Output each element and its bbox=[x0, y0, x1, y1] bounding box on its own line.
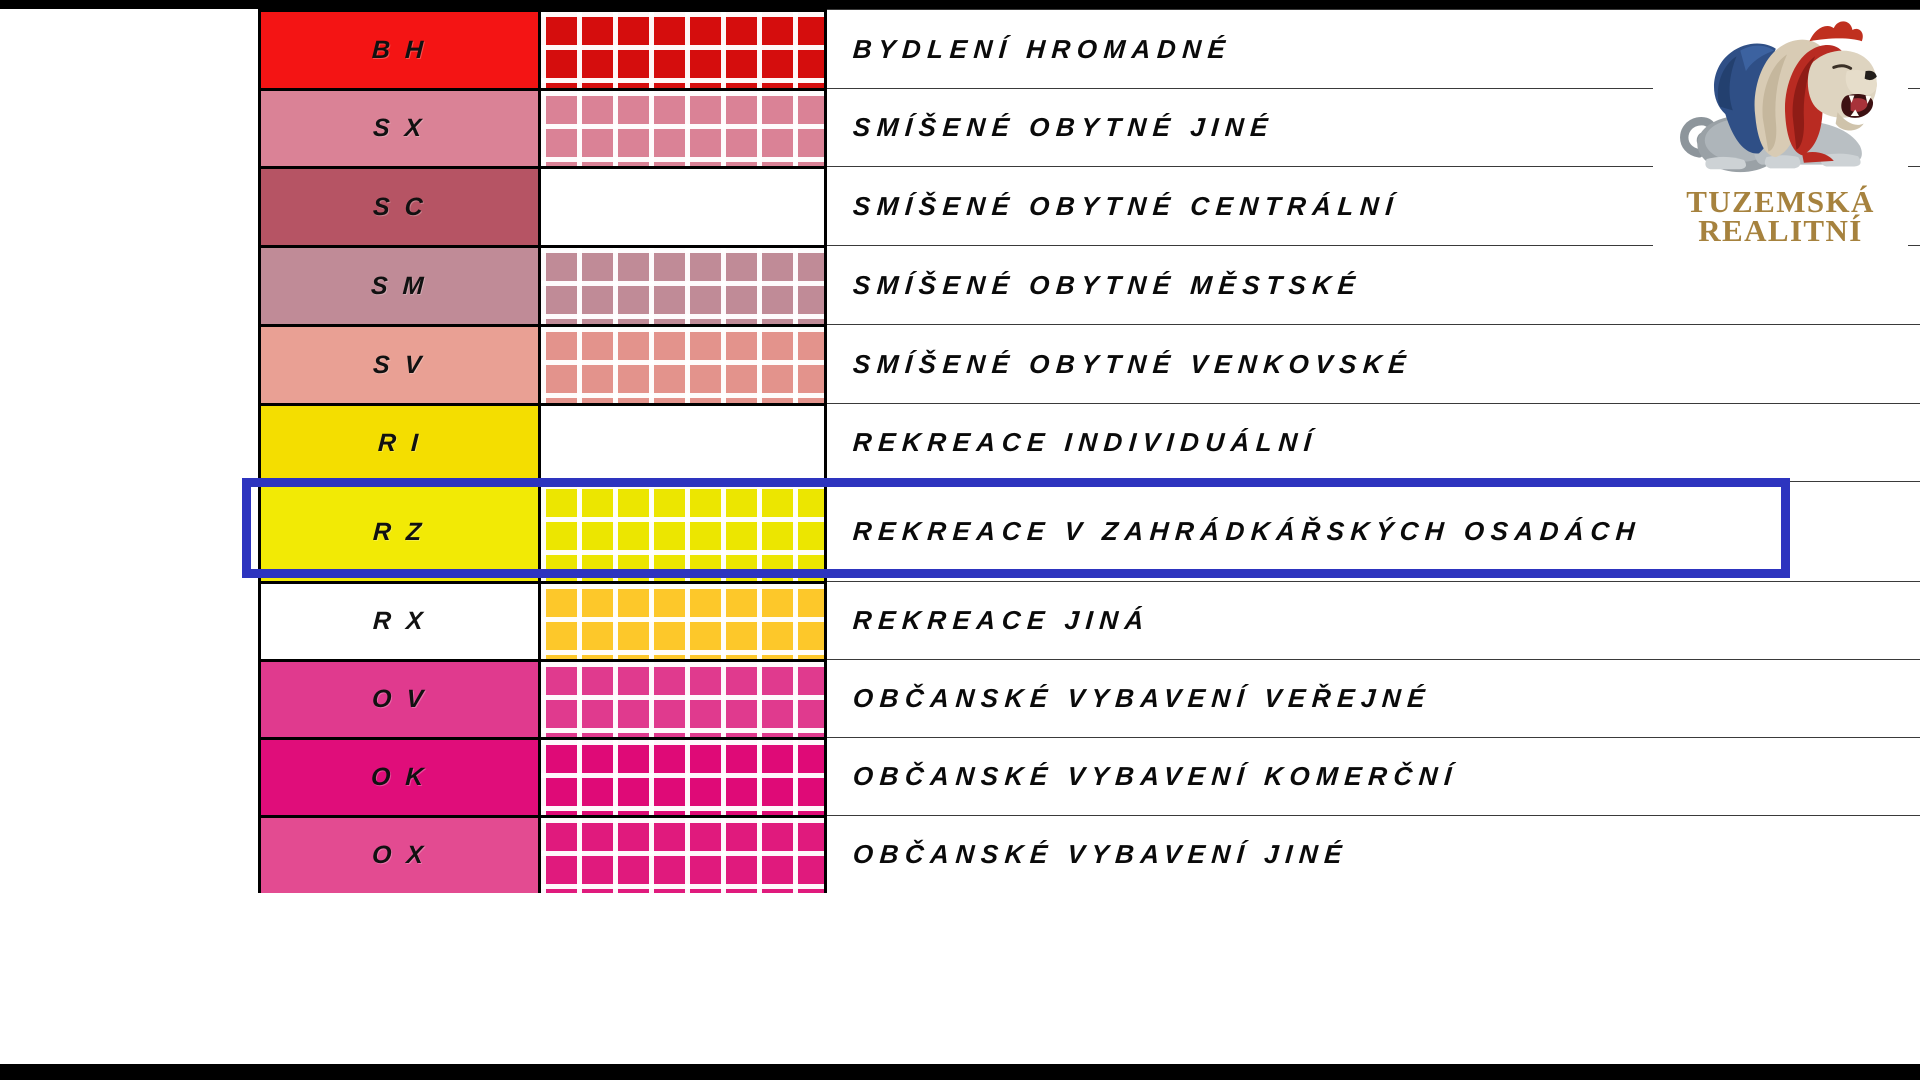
legend-row[interactable]: R I REKREACE INDIVIDUÁLNÍ bbox=[258, 403, 1920, 481]
legend-code-label: S C bbox=[371, 192, 428, 221]
legend-hatch-swatch bbox=[541, 737, 827, 815]
legend-row[interactable]: R X REKREACE JINÁ bbox=[258, 581, 1920, 659]
hatch-grid-lines bbox=[541, 12, 824, 88]
legend-description-cell: OBČANSKÉ VYBAVENÍ KOMERČNÍ bbox=[827, 737, 1920, 815]
legend-code-cell: S V bbox=[258, 324, 541, 403]
hatch-grid-lines bbox=[541, 484, 824, 581]
hatch-grid-lines bbox=[541, 818, 824, 893]
lion-icon bbox=[1680, 21, 1878, 173]
legend-description-label: SMÍŠENÉ OBYTNÉ VENKOVSKÉ bbox=[851, 348, 1414, 379]
legend-row[interactable]: R Z REKREACE V ZAHRÁDKÁŘSKÝCH OSADÁCH bbox=[258, 481, 1920, 581]
hatch-fill bbox=[541, 406, 824, 481]
legend-code-label: O X bbox=[371, 841, 428, 869]
legend-code-cell: O V bbox=[258, 659, 541, 737]
legend-description-cell: OBČANSKÉ VYBAVENÍ JINÉ bbox=[827, 815, 1920, 893]
legend-code-label: R I bbox=[376, 429, 423, 457]
legend-code-label: S X bbox=[372, 114, 427, 142]
letterbox-bottom bbox=[0, 1064, 1920, 1080]
hatch-grid-lines bbox=[541, 327, 824, 403]
legend-description-label: REKREACE JINÁ bbox=[851, 605, 1151, 635]
legend-description-label: SMÍŠENÉ OBYTNÉ CENTRÁLNÍ bbox=[851, 190, 1401, 221]
legend-description-label: BYDLENÍ HROMADNÉ bbox=[851, 33, 1233, 64]
legend-hatch-swatch bbox=[541, 245, 827, 324]
legend-description-label: OBČANSKÉ VYBAVENÍ VEŘEJNÉ bbox=[851, 683, 1433, 713]
brand-wordmark: TUZEMSKÁ REALITNÍ bbox=[1686, 184, 1875, 248]
legend-code-cell: R X bbox=[258, 581, 541, 659]
legend-description-label: OBČANSKÉ VYBAVENÍ JINÉ bbox=[851, 839, 1350, 869]
legend-description-cell: SMÍŠENÉ OBYTNÉ MĚSTSKÉ bbox=[827, 245, 1920, 324]
hatch-grid-lines bbox=[541, 248, 824, 324]
hatch-grid-lines bbox=[541, 91, 824, 166]
legend-hatch-swatch bbox=[541, 481, 827, 581]
legend-description-label: SMÍŠENÉ OBYTNÉ JINÉ bbox=[851, 112, 1276, 142]
legend-description-label: REKREACE INDIVIDUÁLNÍ bbox=[851, 427, 1319, 457]
legend-hatch-swatch bbox=[541, 581, 827, 659]
legend-hatch-swatch bbox=[541, 815, 827, 893]
legend-code-cell: B H bbox=[258, 9, 541, 88]
letterbox-top bbox=[0, 0, 1920, 9]
legend-code-cell: S C bbox=[258, 166, 541, 245]
legend-code-label: R Z bbox=[372, 518, 427, 546]
legend-code-label: O K bbox=[370, 763, 429, 791]
legend-row[interactable]: S V SMÍŠENÉ OBYTNÉ VENKOVSKÉ bbox=[258, 324, 1920, 403]
legend-row[interactable]: S M SMÍŠENÉ OBYTNÉ MĚSTSKÉ bbox=[258, 245, 1920, 324]
legend-row[interactable]: O V OBČANSKÉ VYBAVENÍ VEŘEJNÉ bbox=[258, 659, 1920, 737]
legend-description-label: SMÍŠENÉ OBYTNÉ MĚSTSKÉ bbox=[851, 269, 1363, 300]
legend-description-cell: OBČANSKÉ VYBAVENÍ VEŘEJNÉ bbox=[827, 659, 1920, 737]
brand-line-1: TUZEMSKÁ bbox=[1686, 184, 1875, 219]
brand-line-2: REALITNÍ bbox=[1698, 212, 1863, 248]
legend-hatch-swatch bbox=[541, 659, 827, 737]
legend-description-cell: REKREACE INDIVIDUÁLNÍ bbox=[827, 403, 1920, 481]
legend-description-label: OBČANSKÉ VYBAVENÍ KOMERČNÍ bbox=[851, 761, 1459, 791]
legend-row[interactable]: O K OBČANSKÉ VYBAVENÍ KOMERČNÍ bbox=[258, 737, 1920, 815]
legend-code-label: O V bbox=[371, 685, 428, 713]
hatch-fill bbox=[541, 169, 824, 245]
legend-code-cell: S M bbox=[258, 245, 541, 324]
legend-code-cell: S X bbox=[258, 88, 541, 166]
hatch-grid-lines bbox=[541, 584, 824, 659]
legend-hatch-swatch bbox=[541, 166, 827, 245]
logo-tuzemska-realitni: TUZEMSKÁ REALITNÍ bbox=[1653, 10, 1908, 258]
legend-description-cell: REKREACE JINÁ bbox=[827, 581, 1920, 659]
hatch-grid-lines bbox=[541, 662, 824, 737]
hatch-grid-lines bbox=[541, 740, 824, 815]
legend-code-cell: O X bbox=[258, 815, 541, 893]
legend-description-cell: SMÍŠENÉ OBYTNÉ VENKOVSKÉ bbox=[827, 324, 1920, 403]
legend-description-cell: REKREACE V ZAHRÁDKÁŘSKÝCH OSADÁCH bbox=[827, 481, 1920, 581]
legend-hatch-swatch bbox=[541, 88, 827, 166]
legend-code-label: B H bbox=[371, 35, 428, 64]
legend-code-cell: O K bbox=[258, 737, 541, 815]
legend-description-label: REKREACE V ZAHRÁDKÁŘSKÝCH OSADÁCH bbox=[851, 516, 1643, 546]
legend-hatch-swatch bbox=[541, 9, 827, 88]
legend-hatch-swatch bbox=[541, 403, 827, 481]
legend-code-cell: R Z bbox=[258, 481, 541, 581]
legend-hatch-swatch bbox=[541, 324, 827, 403]
legend-code-label: S M bbox=[370, 271, 429, 300]
legend-row[interactable]: O X OBČANSKÉ VYBAVENÍ JINÉ bbox=[258, 815, 1920, 893]
legend-code-cell: R I bbox=[258, 403, 541, 481]
legend-code-label: S V bbox=[372, 350, 427, 379]
legend-code-label: R X bbox=[371, 607, 428, 635]
zoning-legend-table: B H BYDLENÍ HROMADNÉ S X SMÍŠENÉ OBYTNÉ JIN… bbox=[258, 9, 1920, 893]
